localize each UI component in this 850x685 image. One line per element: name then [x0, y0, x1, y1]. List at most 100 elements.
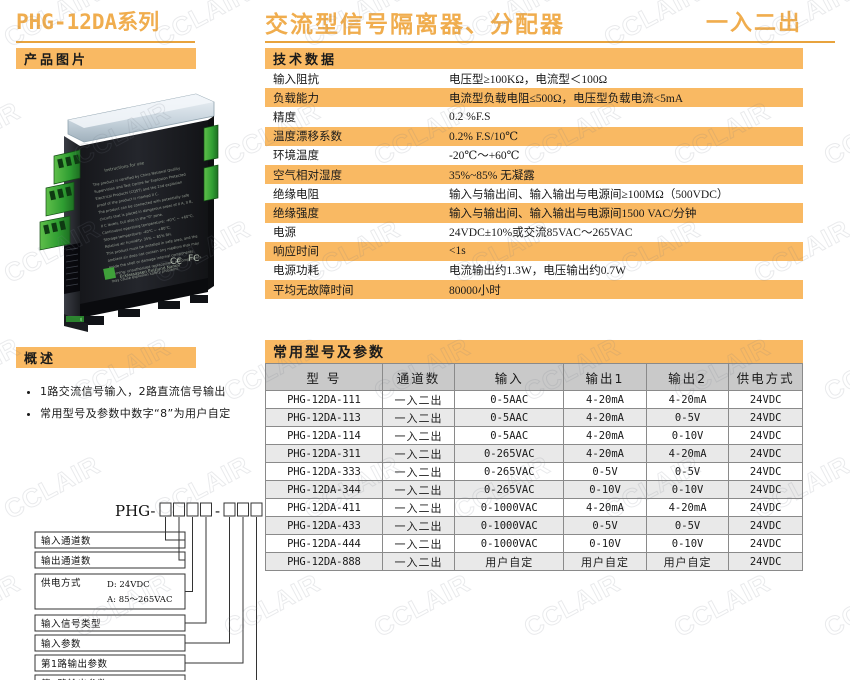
models-table-cell: 24VDC: [728, 516, 803, 535]
tech-data-row: 空气相对湿度 35%~85% 无凝露: [265, 164, 803, 185]
code-label-box: [34, 674, 186, 680]
models-table-row: PHG-12DA-114 一入二出 0-5AAC 4-20mA 0-10V 24VDC: [265, 426, 803, 445]
models-table-cell: 0-10V: [645, 534, 730, 553]
tech-data-row: 温度漂移系数 0.2% F.S/10℃: [265, 126, 803, 146]
tech-data-key: 温度漂移系数: [273, 129, 342, 144]
code-power-option: A: 85～265VAC: [106, 595, 172, 605]
tech-data-row: 输入阻抗 电压型≥100KΩ，电流型＜100Ω: [265, 69, 803, 89]
models-table-cell: 24VDC: [728, 426, 803, 445]
models-table-row: PHG-12DA-344 一入二出 0-265VAC 0-10V 0-10V 24VDC: [265, 480, 803, 499]
overview-bullet-list: 1路交流信号输入，2路直流信号输出常用型号及参数中数字“8”为用户自定: [22, 381, 280, 425]
code-connector-line: [185, 517, 193, 592]
section-header-technical-data: 技术数据: [265, 48, 803, 69]
models-table-cell: 0-265VAC: [454, 444, 565, 463]
models-table-column-header: 输出1: [563, 363, 647, 391]
models-table-cell: 24VDC: [728, 390, 803, 409]
tech-data-key: 电源功耗: [273, 263, 319, 278]
code-label-box: [34, 573, 186, 610]
models-table-row: PHG-12DA-113 一入二出 0-5AAC 4-20mA 0-5V 24VDC: [265, 408, 803, 427]
code-label-text: 第1路输出参数: [41, 658, 108, 670]
code-label-text: 输入通道数: [41, 535, 91, 547]
code-dash-label: -: [215, 502, 220, 520]
tech-data-row: 电源功耗 电流输出约1.3W，电压输出约0.7W: [265, 260, 803, 281]
code-box-left: [200, 502, 212, 517]
tech-data-key: 精度: [273, 109, 296, 124]
models-table-cell: 0-5V: [645, 408, 730, 427]
models-table-cell: PHG-12DA-113: [265, 408, 383, 427]
code-box-right: [223, 502, 236, 517]
models-table-header-row: 型 号通道数 输入 输出1 输出2 供电方式: [265, 363, 803, 391]
models-table-cell: 0-5AAC: [454, 390, 565, 409]
models-table-row: PHG-12DA-444 一入二出 0-1000VAC 0-10V 0-10V 24VDC: [265, 534, 803, 553]
tech-data-value: 电压型≥100KΩ，电流型＜100Ω: [449, 73, 608, 86]
models-table-cell: 用户自定: [563, 552, 647, 571]
tech-data-key: 平均无故障时间: [273, 282, 354, 297]
tech-data-value: 35%~85% 无凝露: [449, 169, 535, 182]
code-box-left: [159, 502, 172, 517]
section-header-product-image: 产品图片: [16, 48, 196, 69]
models-table-cell: 0-5V: [645, 462, 730, 481]
section-header-overview: 概述: [16, 347, 196, 368]
models-table-cell: 24VDC: [728, 552, 803, 571]
models-table-cell: PHG-12DA-344: [265, 480, 383, 499]
tech-data-value: <1s: [449, 245, 466, 258]
models-table-cell: 0-265VAC: [454, 480, 565, 499]
models-table-column-header: 型 号: [265, 363, 383, 391]
section-header-models: 常用型号及参数: [265, 340, 803, 363]
models-table-body: PHG-12DA-111 一入二出 0-5AAC 4-20mA 4-20mA 24VDC P…: [265, 390, 803, 571]
code-connector-line: [178, 517, 185, 561]
code-label-text: 第2路输出参数: [41, 678, 108, 680]
tech-data-key: 绝缘强度: [273, 205, 319, 220]
models-table-row: PHG-12DA-888 一入二出 用户自定 用户自定 用户自定 24VDC: [265, 552, 803, 571]
models-table-cell: PHG-12DA-333: [265, 462, 383, 481]
page-title: 交流型信号隔离器、分配器: [265, 12, 565, 38]
tech-data-row: 负载能力 电流型负载电阻≤500Ω，电压型负载电流<5mA: [265, 88, 803, 108]
svg-text:C€: C€: [170, 257, 182, 267]
models-table-cell: 4-20mA: [563, 426, 647, 445]
overview-bullet: 常用型号及参数中数字“8”为用户自定: [40, 403, 280, 425]
models-table-cell: 0-1000VAC: [454, 498, 565, 517]
tech-data-row: 绝缘电阻 输入与输出间、输入输出与电源间≥100MΩ（500VDC）: [265, 184, 803, 204]
tech-data-row: 绝缘强度 输入与输出间、输入输出与电源间1500 VAC/分钟: [265, 203, 803, 223]
models-table-cell: 24VDC: [728, 444, 803, 463]
code-label-text: 输入信号类型: [41, 618, 101, 630]
models-table-cell: 0-5V: [645, 516, 730, 535]
models-table-cell: 用户自定: [454, 552, 565, 571]
models-table-cell: 4-20mA: [645, 390, 730, 409]
models-table-cell: 一入二出: [381, 390, 456, 409]
models-table-cell: PHG-12DA-311: [265, 444, 383, 463]
models-table-cell: 0-10V: [645, 480, 730, 499]
models-table-row: PHG-12DA-111 一入二出 0-5AAC 4-20mA 4-20mA 24VDC: [265, 390, 803, 409]
tech-data-value: 电流输出约1.3W，电压输出约0.7W: [449, 265, 626, 278]
page-header: PHG-12DA系列 交流型信号隔离器、分配器 一入二出: [0, 6, 850, 38]
models-table-cell: 4-20mA: [645, 444, 730, 463]
svg-text:FC: FC: [188, 254, 199, 264]
models-table-column-header: 输出2: [645, 363, 730, 391]
models-table-cell: 一入二出: [381, 426, 456, 445]
models-table-cell: 一入二出: [381, 408, 456, 427]
product-photo: Instructions for use The product is cert…: [18, 76, 243, 334]
models-table-cell: 24VDC: [728, 462, 803, 481]
tech-data-value: -20℃～+60℃: [449, 150, 520, 163]
tech-data-row: 平均无故障时间 80000小时: [265, 280, 803, 300]
models-table-cell: 24VDC: [728, 534, 803, 553]
models-table-cell: 4-20mA: [563, 444, 647, 463]
models-table-cell: PHG-12DA-114: [265, 426, 383, 445]
tech-data-value: 80000小时: [449, 284, 501, 297]
tech-data-key: 环境温度: [273, 148, 319, 163]
models-table-cell: 用户自定: [645, 552, 730, 571]
models-table-cell: 4-20mA: [563, 498, 647, 517]
tech-data-value: 输入与输出间、输入输出与电源间≥100MΩ（500VDC）: [449, 188, 729, 201]
overview-bullet: 1路交流信号输入，2路直流信号输出: [40, 381, 280, 403]
models-table-cell: PHG-12DA-111: [265, 390, 383, 409]
models-table-cell: PHG-12DA-411: [265, 498, 383, 517]
code-box-left: [173, 502, 185, 517]
models-table-cell: 0-5V: [563, 516, 647, 535]
code-label-text: 输出通道数: [41, 555, 91, 567]
models-table-cell: PHG-12DA-444: [265, 534, 383, 553]
models-table-cell: 24VDC: [728, 498, 803, 517]
code-connector-line: [185, 517, 244, 664]
code-power-option: D: 24VDC: [107, 580, 150, 590]
models-table-row: PHG-12DA-311 一入二出 0-265VAC 4-20mA 4-20mA 24VD…: [265, 444, 803, 463]
models-table-row: PHG-12DA-411 一入二出 0-1000VAC 4-20mA 4-20mA 24V…: [265, 498, 803, 517]
